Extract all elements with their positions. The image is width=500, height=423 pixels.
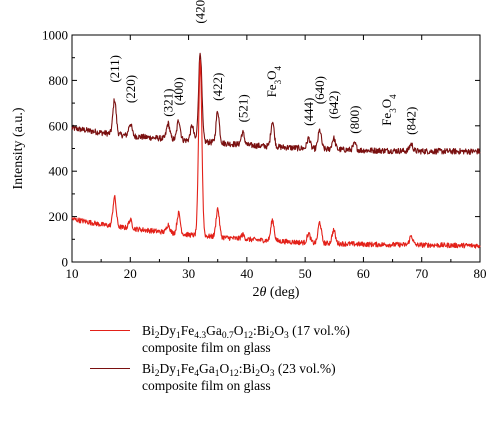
peak-label-7: Fe3O4 bbox=[264, 66, 283, 98]
y-tick-label: 0 bbox=[62, 255, 69, 270]
legend-formula-2: Bi2Dy1Fe4Ga1O12:Bi2O3 (23 vol.%) bbox=[142, 361, 336, 379]
formula-text: Bi bbox=[142, 323, 155, 338]
x-tick-label: 80 bbox=[474, 266, 487, 281]
formula-subscript: 1 bbox=[176, 369, 181, 379]
formula-text: O bbox=[219, 361, 230, 376]
formula-text: Bi bbox=[142, 361, 155, 376]
formula-text: Dy bbox=[159, 361, 177, 376]
series-line-1 bbox=[71, 59, 481, 249]
legend-item-23vol: Bi2Dy1Fe4Ga1O12:Bi2O3 (23 vol.%) composi… bbox=[90, 360, 490, 394]
formula-text: :Bi bbox=[238, 361, 256, 376]
peak-label-0: (211) bbox=[107, 55, 122, 83]
y-tick-label: 600 bbox=[49, 118, 69, 133]
peak-label-10: (642) bbox=[326, 91, 341, 119]
formula-subscript: 2 bbox=[154, 369, 160, 379]
formula-text: Dy bbox=[159, 323, 177, 338]
formula-text: Fe bbox=[180, 361, 195, 376]
x-axis-label: 2θ (deg) bbox=[253, 285, 300, 300]
peak-label-1: (220) bbox=[123, 75, 138, 103]
legend-swatch-darkred bbox=[90, 368, 130, 369]
peak-label-13: (842) bbox=[404, 107, 419, 135]
formula-subscript: 1 bbox=[214, 369, 220, 379]
formula-subscript: 2 bbox=[154, 331, 160, 341]
formula-subscript: 1 bbox=[176, 331, 181, 341]
formula-subscript: 2 bbox=[269, 331, 275, 341]
formula-text: Fe bbox=[180, 323, 195, 338]
x-tick-label: 70 bbox=[415, 266, 428, 281]
peak-label-4: (420) bbox=[193, 0, 208, 24]
peak-label-11: (800) bbox=[347, 106, 362, 134]
formula-text: :Bi bbox=[253, 323, 270, 338]
formula-subscript: 12 bbox=[229, 369, 239, 379]
legend-caption-2: composite film on glass bbox=[142, 378, 271, 393]
series-layer bbox=[71, 52, 481, 249]
x-tick-label: 30 bbox=[182, 266, 195, 281]
formula-text: (23 vol.%) bbox=[274, 361, 336, 376]
legend-caption-1: composite film on glass bbox=[142, 340, 271, 355]
legend-formula-1: Bi2Dy1Fe4.3Ga0.7O12:Bi2O3 (17 vol.%) bbox=[142, 323, 350, 341]
formula-text: Ga bbox=[206, 323, 222, 338]
peak-label-5: (422) bbox=[210, 73, 225, 101]
y-tick-label: 400 bbox=[49, 164, 69, 179]
formula-subscript: 2 bbox=[255, 369, 261, 379]
annotation-layer: (211)(220) (321)(400) (420) (422) (521) Fe3O4… bbox=[107, 0, 419, 135]
formula-subscript: 3 bbox=[284, 331, 289, 341]
series-line-0 bbox=[71, 52, 481, 155]
legend-swatch-red bbox=[90, 330, 130, 331]
formula-subscript: 4.3 bbox=[194, 331, 207, 341]
y-tick-label: 800 bbox=[49, 73, 69, 88]
formula-text: O bbox=[274, 323, 285, 338]
peak-label-2: (321) bbox=[161, 89, 176, 117]
x-tick-label: 50 bbox=[299, 266, 312, 281]
formula-subscript: 12 bbox=[243, 331, 254, 341]
formula-text: O bbox=[233, 323, 244, 338]
peak-label-3: (400) bbox=[171, 77, 186, 105]
x-tick-label: 10 bbox=[66, 266, 79, 281]
formula-text: (17 vol.%) bbox=[288, 323, 350, 338]
formula-text: Ga bbox=[199, 361, 215, 376]
peak-label-8: (444) bbox=[301, 98, 316, 126]
legend: Bi2Dy1Fe4.3Ga0.7O12:Bi2O3 (17 vol.%) com… bbox=[90, 322, 490, 398]
y-tick-label: 1000 bbox=[42, 28, 68, 43]
x-tick-label: 60 bbox=[357, 266, 370, 281]
y-axis-label: Intensity (a.u.) bbox=[11, 107, 26, 189]
formula-subscript: 4 bbox=[194, 369, 200, 379]
legend-item-17vol: Bi2Dy1Fe4.3Ga0.7O12:Bi2O3 (17 vol.%) com… bbox=[90, 322, 490, 356]
y-tick-label: 200 bbox=[49, 209, 69, 224]
x-tick-label: 20 bbox=[124, 266, 137, 281]
x-tick-label: 40 bbox=[240, 266, 253, 281]
formula-text: O bbox=[260, 361, 270, 376]
formula-subscript: 0.7 bbox=[221, 331, 234, 341]
peak-label-6: (521) bbox=[235, 94, 250, 122]
peak-label-9: (640) bbox=[312, 76, 327, 104]
formula-subscript: 3 bbox=[269, 369, 275, 379]
peak-label-12: Fe3O4 bbox=[379, 94, 398, 126]
